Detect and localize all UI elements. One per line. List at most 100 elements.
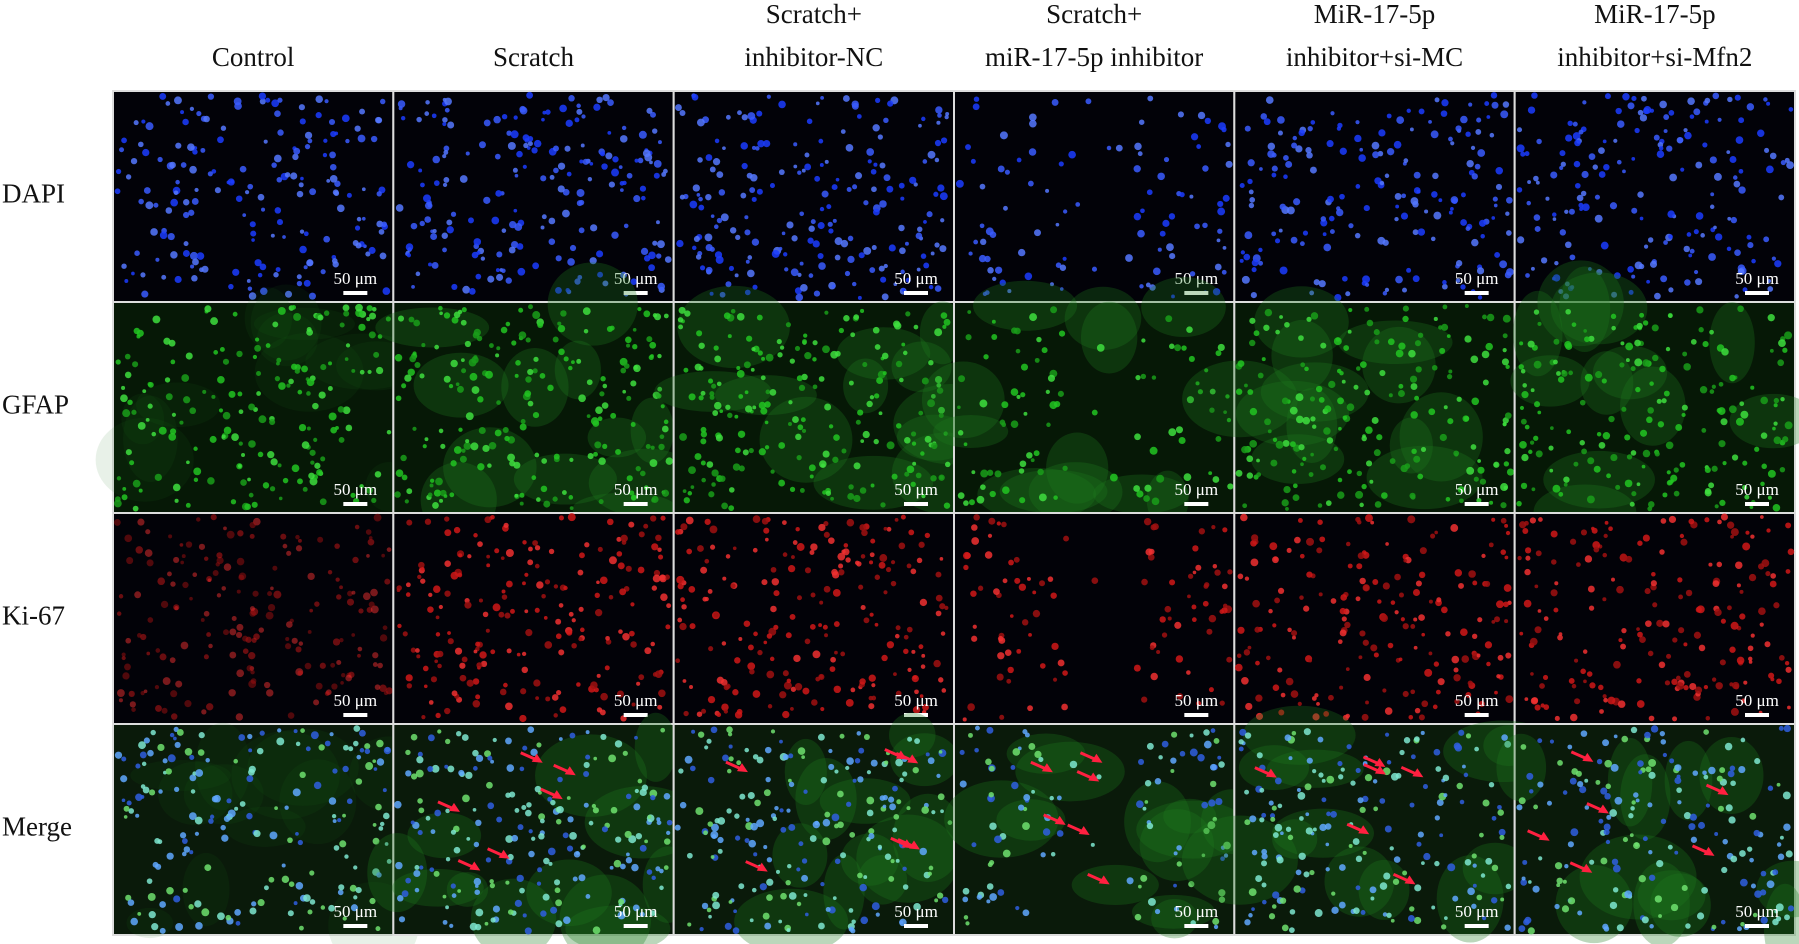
cell <box>351 590 356 595</box>
cell <box>657 353 662 359</box>
cell <box>586 379 593 386</box>
cell <box>1186 326 1193 333</box>
panel: 50 μm <box>95 284 424 514</box>
cell <box>1250 558 1259 567</box>
cell <box>707 589 713 594</box>
cell <box>509 791 516 798</box>
cell <box>1302 230 1309 236</box>
cell <box>1506 468 1515 476</box>
cell <box>943 502 951 509</box>
cell <box>1154 908 1161 915</box>
cell <box>620 271 627 279</box>
cell <box>1283 485 1291 494</box>
cell <box>189 754 195 760</box>
cell <box>1281 499 1289 507</box>
cell <box>384 842 389 846</box>
cell <box>355 778 363 785</box>
cell <box>1683 128 1688 133</box>
cell <box>1767 314 1775 322</box>
cell <box>791 555 795 559</box>
cell <box>247 286 253 291</box>
cell <box>1236 653 1242 658</box>
cell <box>233 97 242 106</box>
cell <box>1739 401 1745 407</box>
cell <box>1455 260 1463 267</box>
cell <box>1284 734 1292 742</box>
cell <box>1612 864 1621 873</box>
cell <box>1673 467 1679 473</box>
cell <box>1502 348 1507 353</box>
cell <box>571 360 575 365</box>
cell <box>249 533 255 539</box>
cell <box>1750 633 1755 638</box>
cell <box>1206 628 1213 635</box>
cell <box>150 729 156 736</box>
cell <box>1683 642 1688 647</box>
cell <box>1476 894 1483 901</box>
cell <box>1410 754 1416 760</box>
cell <box>1725 804 1733 812</box>
cell <box>459 662 466 669</box>
cell <box>832 218 837 223</box>
cell <box>1040 852 1046 858</box>
cell <box>1494 616 1501 623</box>
cell <box>1428 651 1433 656</box>
cell <box>1371 141 1380 150</box>
cell <box>437 663 442 669</box>
cell <box>1698 821 1706 829</box>
cell <box>475 754 484 763</box>
cell <box>557 776 563 783</box>
cell <box>711 469 719 477</box>
cell <box>868 703 875 710</box>
cell <box>1730 528 1739 537</box>
cell <box>698 365 704 371</box>
cell <box>944 115 949 120</box>
cell <box>1785 850 1793 858</box>
cell <box>1189 194 1194 199</box>
cell <box>734 273 739 278</box>
cell <box>114 751 123 759</box>
cell <box>1382 582 1390 590</box>
cell <box>1295 393 1304 402</box>
cell <box>207 578 212 582</box>
cell <box>1306 316 1312 322</box>
cell <box>169 732 175 738</box>
cell <box>1505 883 1512 890</box>
cell <box>1057 659 1065 667</box>
cell <box>1531 92 1538 99</box>
cell <box>1631 156 1636 161</box>
cell <box>870 483 875 488</box>
cell <box>174 786 180 792</box>
cell <box>660 404 665 409</box>
cell <box>490 917 496 923</box>
cell <box>1739 613 1746 620</box>
cell <box>828 763 835 770</box>
cell <box>277 306 286 315</box>
cell <box>637 307 642 312</box>
cell <box>405 674 413 682</box>
cell <box>139 751 147 759</box>
cell <box>169 428 177 435</box>
cell <box>1750 534 1755 539</box>
cell <box>1639 312 1645 318</box>
cell <box>1531 487 1536 492</box>
cell <box>1550 426 1554 430</box>
cell <box>1135 374 1141 381</box>
cell <box>1579 785 1587 794</box>
cell <box>808 464 816 472</box>
cell <box>1726 521 1735 529</box>
cell <box>785 322 791 328</box>
cell <box>268 876 275 883</box>
cell <box>326 178 331 183</box>
cell <box>1410 197 1419 205</box>
cell <box>1407 515 1416 524</box>
cell <box>313 781 322 790</box>
cell <box>435 712 441 719</box>
cell <box>1768 672 1775 679</box>
cell <box>832 896 837 901</box>
cell <box>1269 813 1276 819</box>
cell <box>635 832 643 840</box>
cell <box>1374 501 1382 508</box>
cell-haze <box>1136 800 1250 859</box>
cell <box>167 232 175 241</box>
